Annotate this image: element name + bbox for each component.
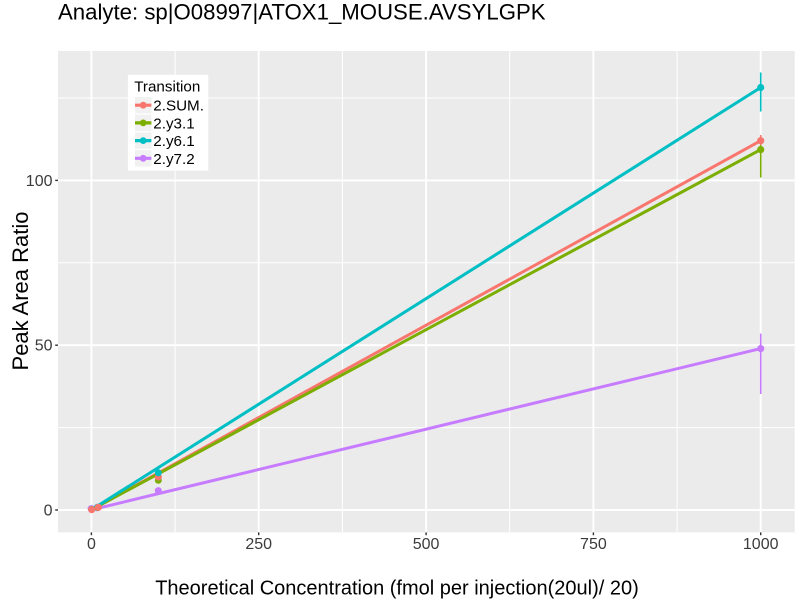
svg-text:2.y7.2: 2.y7.2 (153, 151, 194, 168)
svg-text:Peak Area Ratio: Peak Area Ratio (8, 212, 33, 371)
svg-text:250: 250 (245, 536, 272, 553)
svg-text:Analyte: sp|O08997|ATOX1_MOUSE: Analyte: sp|O08997|ATOX1_MOUSE.AVSYLGPK (58, 0, 546, 24)
svg-text:1000: 1000 (743, 536, 779, 553)
svg-text:0: 0 (87, 536, 96, 553)
svg-text:Transition: Transition (134, 79, 200, 96)
svg-text:50: 50 (35, 338, 53, 355)
svg-text:0: 0 (44, 503, 53, 520)
svg-text:2.SUM.: 2.SUM. (153, 98, 204, 115)
svg-text:750: 750 (580, 536, 607, 553)
svg-text:2.y6.1: 2.y6.1 (153, 133, 194, 150)
svg-text:500: 500 (413, 536, 440, 553)
svg-text:Theoretical Concentration (fmo: Theoretical Concentration (fmol per inje… (155, 578, 639, 600)
svg-text:100: 100 (26, 173, 53, 190)
svg-text:2.y3.1: 2.y3.1 (153, 115, 194, 132)
